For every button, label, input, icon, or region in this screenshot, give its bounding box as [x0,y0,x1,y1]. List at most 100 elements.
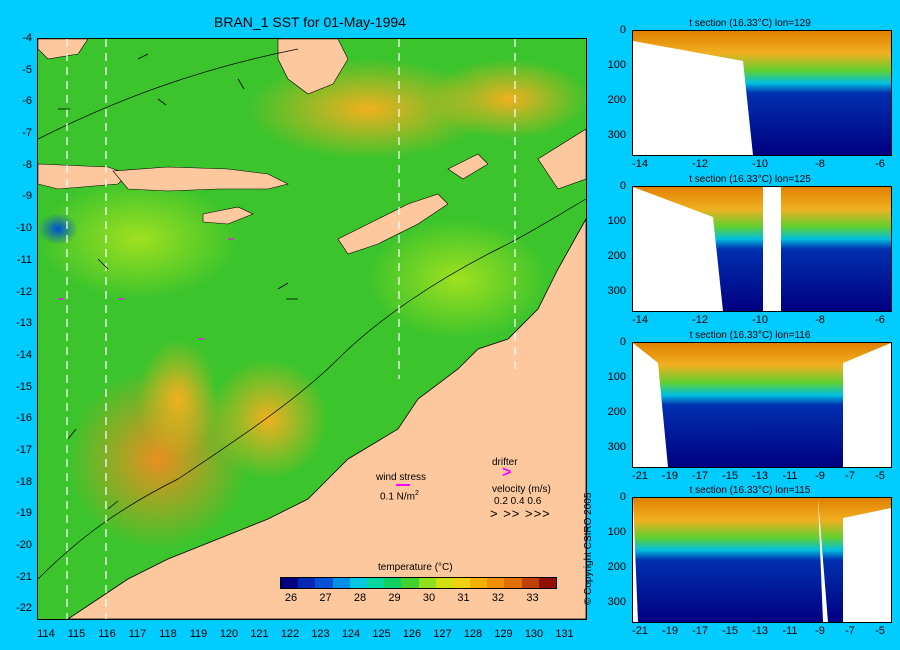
colorbar-segment [349,578,367,588]
map-x-tick: 125 [372,628,391,640]
section-plot [632,342,892,468]
colorbar-segment [384,578,402,588]
map-x-tick: 115 [67,628,86,640]
map-y-tick: -17 [16,444,32,457]
map-x-tick: 128 [463,628,483,640]
map-x-tick: 124 [341,628,361,640]
map-x-tick: 119 [189,628,208,640]
sst-map [37,38,587,620]
map-y-tick: -5 [22,63,32,76]
section-y-tick: 200 [607,406,626,418]
velocity-values: 0.2 0.4 0.6 [494,496,542,507]
section-title: t section (16.33°C) lon=129 [689,18,811,29]
colorbar-segment [366,578,385,588]
map-y-tick: -8 [22,158,32,171]
colorbar-segment [504,578,522,588]
map-y-tick: -7 [22,127,32,140]
map-y-tick: -21 [16,570,32,583]
map-x-tick: 130 [524,628,544,640]
copyright: © Copyright CSIRO 2005 [583,492,594,605]
drifter-marker: > [502,464,512,481]
section-x-tick: -7 [845,470,855,482]
section-plot [632,30,892,156]
colorbar-segment [435,578,453,588]
map-x-tick: 131 [555,628,574,640]
map-y-tick: -16 [16,412,32,425]
section-y-tick: 200 [607,561,626,573]
section-y-tick: 0 [619,491,626,503]
map-x-tick: 129 [494,628,513,640]
section-plot [632,497,892,623]
map-y-tick: -20 [16,539,32,552]
map-x-tick: 127 [433,628,452,640]
colorbar-tick: 32 [491,592,505,604]
section-y-tick: 200 [607,250,626,262]
section-title: t section (16.33°C) lon=125 [689,174,811,185]
colorbar-tick: 28 [353,592,367,604]
section-x-tick: -8 [815,314,825,326]
section-y-tick: 100 [607,59,626,71]
drifter-label: drifter [492,457,518,468]
section-x-tick: -19 [662,470,678,482]
section-x-tick: -13 [752,625,768,637]
map-y-tick: -15 [16,380,32,393]
section-x-tick: -14 [632,158,648,170]
map-y-tick: -22 [16,602,32,615]
colorbar-tick: 31 [457,592,470,604]
colorbar-segment [332,578,350,588]
section-x-tick: -12 [692,158,708,170]
section-x-tick: -5 [875,470,885,482]
section-title: t section (16.33°C) lon=115 [689,485,811,496]
map-x-tick: 123 [311,628,330,640]
colorbar-segment [401,578,419,588]
map-x-tick: 120 [219,628,239,640]
map-y-tick: -13 [16,317,32,330]
section-x-tick: -10 [752,314,768,326]
section-y-tick: 300 [607,441,626,453]
colorbar-tick: 33 [526,592,539,604]
sst-map-graphic [38,39,586,619]
section-x-tick: -11 [782,470,798,482]
wind-stress-scale: 0.1 N/m2 [380,490,419,503]
colorbar-segment [521,578,539,588]
colorbar-tick: 26 [284,592,298,604]
section-plot [632,186,892,312]
velocity-label: velocity (m/s) [492,484,551,495]
map-y-tick: -12 [16,285,32,298]
colorbar-title: temperature (°C) [378,562,453,573]
section-y-tick: 300 [607,129,626,141]
section-x-tick: -21 [632,625,648,637]
wind-stress-label: wind stress [376,472,427,483]
section-y-tick: 300 [607,285,626,297]
map-x-tick: 126 [402,628,422,640]
section-x-tick: -17 [692,625,708,637]
section-y-tick: 300 [607,596,626,608]
section-x-tick: -11 [782,625,798,637]
colorbar-segment [487,578,505,588]
section-x-tick: -17 [692,470,708,482]
colorbar-tick: 30 [422,592,436,604]
section-title: t section (16.33°C) lon=116 [689,330,811,341]
map-y-tick: -6 [22,95,32,108]
colorbar [280,577,557,589]
section-x-tick: -10 [752,158,768,170]
section-y-tick: 0 [619,180,626,192]
section-y-tick: 100 [607,371,626,383]
section-y-tick: 200 [607,94,626,106]
map-x-tick: 117 [128,628,147,640]
colorbar-segment [538,578,556,588]
colorbar-segment [315,578,333,588]
wind-stress-arrow [396,484,410,486]
map-x-tick: 118 [159,628,177,640]
map-x-tick: 116 [98,628,116,640]
section-x-tick: -12 [692,314,708,326]
velocity-arrows: > >> >>> [490,506,551,521]
map-y-tick: -19 [16,507,32,520]
colorbar-segment [470,578,488,588]
section-x-tick: -6 [875,158,885,170]
section-x-tick: -9 [815,625,825,637]
map-x-tick: 121 [250,628,269,640]
section-x-tick: -5 [875,625,885,637]
map-x-tick: 122 [280,628,300,640]
section-x-tick: -13 [752,470,768,482]
